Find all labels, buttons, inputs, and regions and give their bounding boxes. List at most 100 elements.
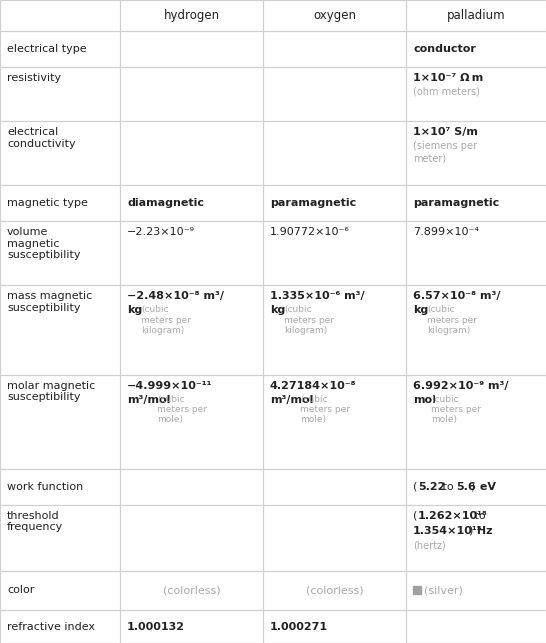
Bar <box>0 185 120 221</box>
Bar <box>263 67 406 122</box>
Text: (cubic
meters per
mole): (cubic meters per mole) <box>431 395 481 424</box>
Text: ): ) <box>470 482 474 492</box>
Bar <box>263 375 406 469</box>
Text: paramagnetic: paramagnetic <box>413 198 499 208</box>
Bar <box>263 122 406 185</box>
Bar <box>406 0 546 31</box>
Bar <box>406 375 546 469</box>
Text: (cubic
meters per
kilogram): (cubic meters per kilogram) <box>427 305 477 335</box>
Text: threshold
frequency: threshold frequency <box>7 511 63 532</box>
Bar <box>406 185 546 221</box>
Bar <box>120 221 263 285</box>
Text: electrical
conductivity: electrical conductivity <box>7 127 76 149</box>
Text: palladium: palladium <box>447 9 505 22</box>
Text: to: to <box>439 482 457 492</box>
Text: 1.262×10¹⁵: 1.262×10¹⁵ <box>418 511 488 521</box>
Text: 5.22: 5.22 <box>418 482 446 492</box>
Text: (hertz): (hertz) <box>413 541 446 550</box>
Bar <box>406 285 546 375</box>
Text: (cubic
meters per
mole): (cubic meters per mole) <box>300 395 350 424</box>
Bar <box>0 221 120 285</box>
Bar <box>413 586 421 594</box>
Text: 1.354×10¹⁵: 1.354×10¹⁵ <box>413 525 483 536</box>
Text: color: color <box>7 585 34 595</box>
Text: −4.999×10⁻¹¹: −4.999×10⁻¹¹ <box>127 381 212 391</box>
Bar <box>263 185 406 221</box>
Text: (silver): (silver) <box>424 585 463 595</box>
Text: volume
magnetic
susceptibility: volume magnetic susceptibility <box>7 227 80 260</box>
Bar <box>406 221 546 285</box>
Bar <box>0 67 120 122</box>
Text: (ohm meters): (ohm meters) <box>413 87 480 97</box>
Text: diamagnetic: diamagnetic <box>127 198 204 208</box>
Bar <box>263 610 406 643</box>
Text: hydrogen: hydrogen <box>163 9 219 22</box>
Text: 6.57×10⁻⁸ m³/: 6.57×10⁻⁸ m³/ <box>413 291 501 302</box>
Text: (: ( <box>413 482 417 492</box>
Bar <box>263 505 406 570</box>
Text: kg: kg <box>413 305 428 315</box>
Bar <box>0 505 120 570</box>
Bar <box>263 31 406 67</box>
Bar <box>406 31 546 67</box>
Bar <box>263 221 406 285</box>
Bar <box>406 610 546 643</box>
Text: (cubic
meters per
mole): (cubic meters per mole) <box>157 395 207 424</box>
Bar <box>120 31 263 67</box>
Bar <box>120 185 263 221</box>
Text: Hz: Hz <box>473 525 492 536</box>
Text: 1×10⁻⁷ Ω m: 1×10⁻⁷ Ω m <box>413 73 483 83</box>
Bar <box>120 122 263 185</box>
Bar <box>263 285 406 375</box>
Text: to: to <box>471 511 485 521</box>
Text: 1.000132: 1.000132 <box>127 622 185 631</box>
Bar <box>120 67 263 122</box>
Bar <box>0 469 120 505</box>
Text: conductor: conductor <box>413 44 476 54</box>
Bar <box>120 505 263 570</box>
Text: −2.48×10⁻⁸ m³/: −2.48×10⁻⁸ m³/ <box>127 291 224 302</box>
Text: (cubic
meters per
kilogram): (cubic meters per kilogram) <box>141 305 191 335</box>
Text: magnetic type: magnetic type <box>7 198 88 208</box>
Text: refractive index: refractive index <box>7 622 95 631</box>
Bar <box>406 469 546 505</box>
Text: (cubic
meters per
kilogram): (cubic meters per kilogram) <box>284 305 334 335</box>
Bar <box>263 570 406 610</box>
Text: mass magnetic
susceptibility: mass magnetic susceptibility <box>7 291 92 313</box>
Text: m³/mol: m³/mol <box>127 395 170 404</box>
Text: kg: kg <box>270 305 285 315</box>
Text: electrical type: electrical type <box>7 44 87 54</box>
Text: eV: eV <box>476 482 496 492</box>
Text: work function: work function <box>7 482 83 492</box>
Text: paramagnetic: paramagnetic <box>270 198 356 208</box>
Text: 6.992×10⁻⁹ m³/: 6.992×10⁻⁹ m³/ <box>413 381 508 391</box>
Text: 5.6: 5.6 <box>456 482 476 492</box>
Text: −2.23×10⁻⁹: −2.23×10⁻⁹ <box>127 227 195 237</box>
Bar <box>120 610 263 643</box>
Text: 4.27184×10⁻⁸: 4.27184×10⁻⁸ <box>270 381 357 391</box>
Text: resistivity: resistivity <box>7 73 61 83</box>
Bar <box>0 122 120 185</box>
Bar <box>0 0 120 31</box>
Text: m³/mol: m³/mol <box>270 395 313 404</box>
Bar <box>0 31 120 67</box>
Text: kg: kg <box>127 305 143 315</box>
Bar <box>0 570 120 610</box>
Bar <box>0 375 120 469</box>
Text: 1.90772×10⁻⁶: 1.90772×10⁻⁶ <box>270 227 350 237</box>
Text: mol: mol <box>413 395 436 404</box>
Bar <box>120 469 263 505</box>
Text: 1×10⁷ S/m: 1×10⁷ S/m <box>413 127 478 138</box>
Text: (: ( <box>413 511 417 521</box>
Bar <box>406 122 546 185</box>
Text: 7.899×10⁻⁴: 7.899×10⁻⁴ <box>413 227 479 237</box>
Bar <box>406 67 546 122</box>
Text: (colorless): (colorless) <box>163 585 221 595</box>
Text: 1.335×10⁻⁶ m³/: 1.335×10⁻⁶ m³/ <box>270 291 365 302</box>
Text: ): ) <box>468 525 472 536</box>
Bar <box>263 0 406 31</box>
Text: oxygen: oxygen <box>313 9 356 22</box>
Bar <box>120 0 263 31</box>
Bar <box>406 570 546 610</box>
Bar <box>120 375 263 469</box>
